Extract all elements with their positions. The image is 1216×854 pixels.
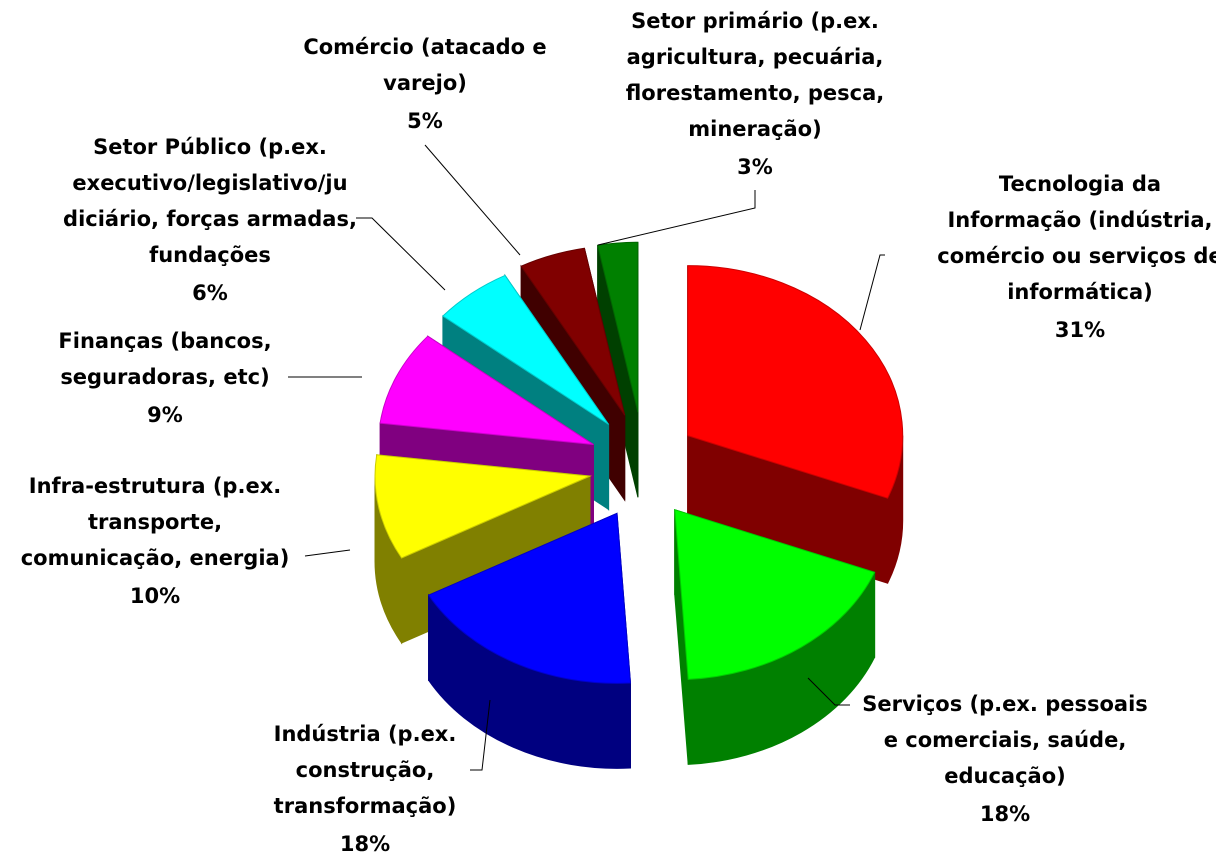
slice-label: Setor primário (p.ex. agricultura, pecuár… bbox=[626, 9, 885, 141]
slice-top bbox=[674, 508, 876, 680]
slice-label: Indústria (p.ex. construção, transformação… bbox=[274, 722, 457, 818]
slice-top bbox=[427, 512, 632, 684]
slice bbox=[427, 512, 632, 769]
slice-top bbox=[374, 454, 592, 559]
slice-label: Serviços (p.ex. pessoais e comerciais, sa… bbox=[862, 692, 1148, 788]
slice bbox=[687, 265, 904, 584]
value-label: 18% bbox=[980, 802, 1030, 826]
slice-top bbox=[442, 274, 609, 425]
slice-label: Comércio (atacado e varejo) bbox=[303, 35, 546, 95]
slice-label: Finanças (bancos, seguradoras, etc) bbox=[58, 329, 271, 389]
slice-top bbox=[520, 247, 626, 416]
value-label: 10% bbox=[130, 584, 180, 608]
slice-label: Infra-estrutura (p.ex. transporte, comunic… bbox=[21, 474, 290, 570]
slice-top bbox=[596, 241, 639, 413]
slice-top bbox=[687, 265, 904, 499]
leader-line bbox=[304, 549, 351, 557]
slice bbox=[596, 241, 639, 498]
leader-line bbox=[597, 190, 756, 246]
value-label: 9% bbox=[147, 403, 183, 427]
value-label: 18% bbox=[340, 832, 390, 854]
value-label: 3% bbox=[737, 155, 773, 179]
leader-line bbox=[859, 254, 885, 331]
leader-line bbox=[470, 699, 491, 771]
value-label: 6% bbox=[192, 281, 228, 305]
leader-line bbox=[807, 677, 850, 706]
leader-line bbox=[424, 144, 521, 256]
slice-top bbox=[379, 335, 594, 446]
slice-label: Tecnologia da Informação (indústria, comér… bbox=[937, 172, 1216, 304]
slice bbox=[674, 508, 876, 765]
leader-line bbox=[356, 217, 446, 291]
value-label: 31% bbox=[1055, 318, 1105, 342]
slice-label: Setor Público (p.ex. executivo/legislativ… bbox=[63, 135, 357, 267]
value-label: 5% bbox=[407, 109, 443, 133]
